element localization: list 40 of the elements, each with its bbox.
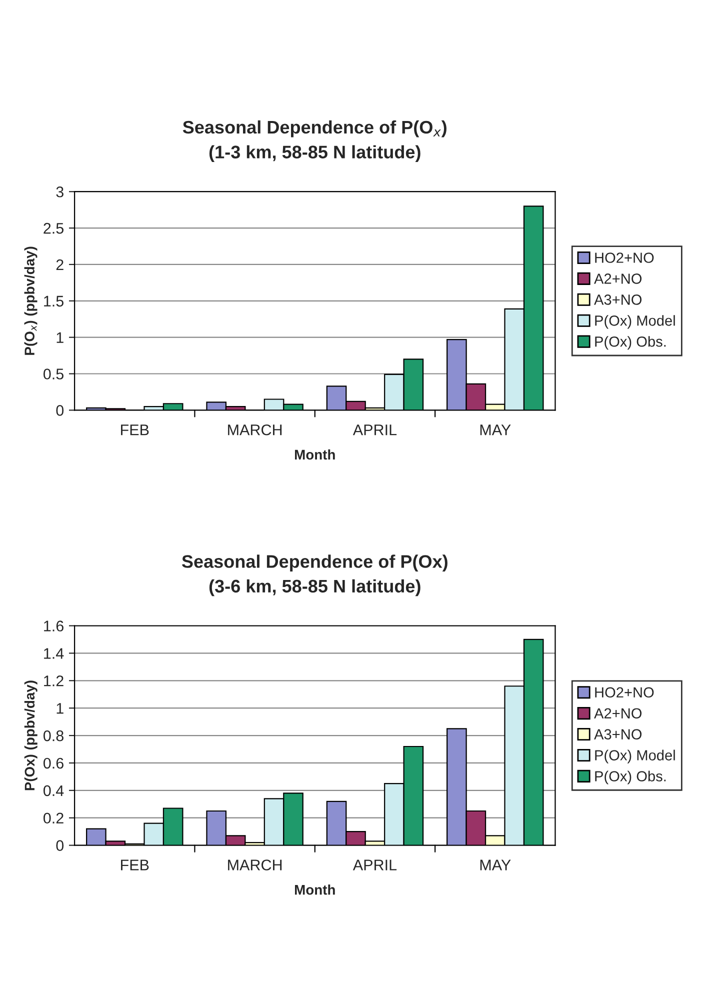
y-tick-label: 0 <box>56 405 64 416</box>
y-tick-label: 0.6 <box>43 758 64 769</box>
x-axis-title: Month <box>294 449 335 460</box>
chart-title: Seasonal Dependence of P(O$_{x}$) (1-3 km, 58-85 N latitude) <box>182 120 446 162</box>
legend-label: P(Ox) Obs. <box>595 770 666 784</box>
legend-label: HO2+NO <box>595 687 654 698</box>
legend-label: A2+NO <box>594 708 642 719</box>
y-tick-label: 2.5 <box>44 222 64 234</box>
x-tick-label: MARCH <box>228 860 282 870</box>
y-axis-title: P(O$_{x}$) (ppbv/day) <box>24 246 38 355</box>
x-tick-label: MARCH <box>228 424 282 436</box>
y-tick-label: 1.5 <box>44 296 64 307</box>
y-tick-label: 1.4 <box>44 648 64 659</box>
legend-label: HO2+NO <box>595 252 654 263</box>
x-axis-title: Month <box>294 884 335 895</box>
x-tick-label: FEB <box>121 424 149 436</box>
y-tick-label: 1.2 <box>44 676 64 686</box>
x-tick-label: APRIL <box>352 424 397 436</box>
y-tick-label: 0 <box>56 840 64 851</box>
legend-label: A3+NO <box>594 294 642 305</box>
legend-label: P(Ox) Model <box>595 315 675 329</box>
y-tick-label: 1 <box>56 332 64 343</box>
y-tick-label: 1.6 <box>44 620 64 632</box>
x-tick-label: FEB <box>121 860 149 870</box>
x-tick-label: APRIL <box>352 860 397 870</box>
legend-label: A2+NO <box>594 274 642 284</box>
legend-label: A3+NO <box>594 729 642 740</box>
legend-label: P(Ox) Obs. <box>595 336 666 350</box>
y-tick-label: 0.8 <box>43 730 64 742</box>
legend-label: P(Ox) Model <box>595 750 675 764</box>
y-tick-label: 2 <box>56 259 64 270</box>
y-tick-label: 0.5 <box>43 368 64 380</box>
y-tick-label: 0.4 <box>43 785 64 796</box>
y-tick-label: 0.2 <box>43 812 64 824</box>
x-tick-label: MAY <box>480 424 511 436</box>
y-tick-label: 3 <box>56 186 64 198</box>
y-tick-label: 1 <box>56 703 64 714</box>
x-tick-label: MAY <box>480 860 511 870</box>
y-axis-title: P(Ox) (ppbv/day) <box>24 680 38 790</box>
chart-title: Seasonal Dependence of P(Ox) (3-6 km, 58-85 N latitude) <box>182 554 448 596</box>
